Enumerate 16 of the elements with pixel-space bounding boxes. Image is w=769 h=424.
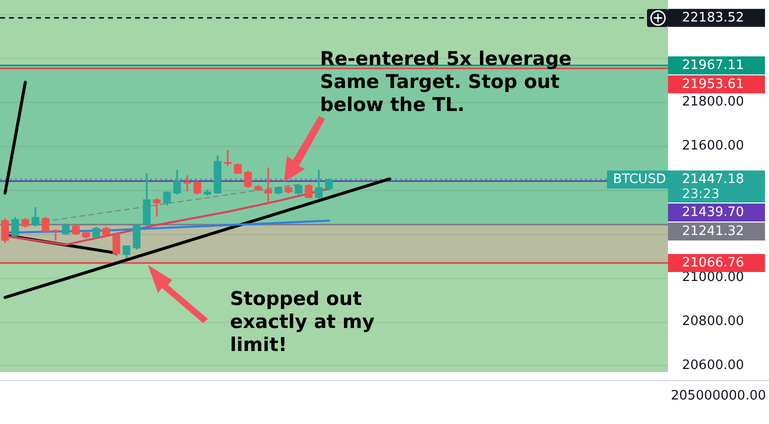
y-tick-label: 20800.00 [682,314,744,329]
annotation: Stopped out exactly at my limit! [230,288,376,356]
ref-line-label: 21439.70 [682,204,744,220]
text: 205000000.00 [670,388,766,404]
ref-line-label: 22183.52 [682,10,744,26]
y-tick-label: 21800.00 [682,94,744,110]
text: 23:23 [682,186,720,202]
text: BTCUSD [613,172,666,187]
ref-line-label: 21066.76 [682,255,744,270]
annotation: Re-entered 5x leverage Same Target. Stop out below the TL. [320,48,572,116]
ref-line-label: 21447.18 [682,172,744,187]
y-tick-label: 21600.00 [682,138,744,154]
ref-line-label: 21967.11 [682,58,744,73]
y-tick-label: 20600.00 [682,358,744,373]
ref-line-label: 21241.32 [682,224,744,239]
ref-line-label: 21953.61 [682,76,744,92]
